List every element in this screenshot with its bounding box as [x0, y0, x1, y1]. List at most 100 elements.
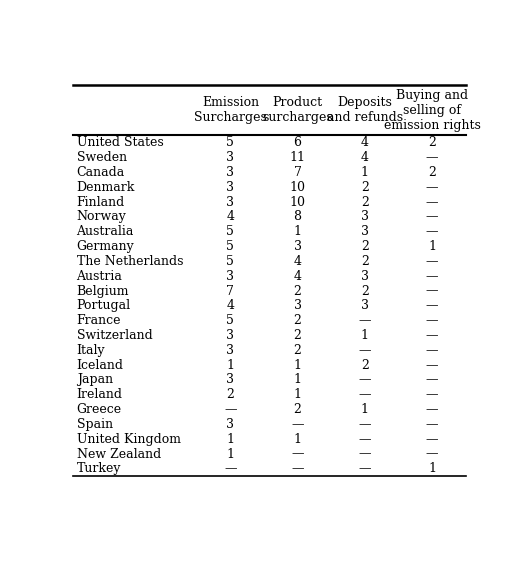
Text: 3: 3	[361, 211, 369, 224]
Text: —: —	[426, 448, 438, 461]
Text: —: —	[359, 433, 371, 446]
Text: 3: 3	[227, 329, 234, 342]
Text: New Zealand: New Zealand	[77, 448, 161, 461]
Text: —: —	[426, 299, 438, 312]
Text: —: —	[224, 403, 236, 416]
Text: —: —	[359, 314, 371, 327]
Text: 2: 2	[428, 166, 436, 179]
Text: 2: 2	[361, 285, 369, 298]
Text: 1: 1	[361, 329, 369, 342]
Text: 1: 1	[293, 374, 302, 387]
Text: —: —	[359, 374, 371, 387]
Text: 1: 1	[428, 462, 436, 475]
Text: Finland: Finland	[77, 196, 125, 209]
Text: United States: United States	[77, 136, 163, 149]
Text: 2: 2	[361, 359, 369, 372]
Text: 7: 7	[227, 285, 234, 298]
Text: Switzerland: Switzerland	[77, 329, 152, 342]
Text: 4: 4	[227, 211, 234, 224]
Text: 5: 5	[227, 255, 234, 268]
Text: 5: 5	[227, 314, 234, 327]
Text: Spain: Spain	[77, 418, 113, 431]
Text: —: —	[426, 403, 438, 416]
Text: 1: 1	[293, 388, 302, 401]
Text: Germany: Germany	[77, 240, 134, 253]
Text: 3: 3	[227, 344, 234, 357]
Text: 2: 2	[428, 136, 436, 149]
Text: —: —	[291, 448, 304, 461]
Text: Belgium: Belgium	[77, 285, 129, 298]
Text: Buying and
selling of
emission rights: Buying and selling of emission rights	[384, 89, 481, 132]
Text: 4: 4	[293, 255, 302, 268]
Text: 1: 1	[293, 225, 302, 238]
Text: Australia: Australia	[77, 225, 134, 238]
Text: Japan: Japan	[77, 374, 113, 387]
Text: 8: 8	[293, 211, 302, 224]
Text: 2: 2	[361, 255, 369, 268]
Text: —: —	[359, 344, 371, 357]
Text: Sweden: Sweden	[77, 151, 127, 164]
Text: —: —	[426, 433, 438, 446]
Text: 2: 2	[294, 314, 302, 327]
Text: Greece: Greece	[77, 403, 122, 416]
Text: —: —	[291, 418, 304, 431]
Text: —: —	[426, 359, 438, 372]
Text: —: —	[426, 344, 438, 357]
Text: —: —	[426, 418, 438, 431]
Text: 3: 3	[293, 299, 302, 312]
Text: —: —	[224, 462, 236, 475]
Text: 2: 2	[361, 240, 369, 253]
Text: 1: 1	[293, 433, 302, 446]
Text: 2: 2	[361, 181, 369, 194]
Text: Turkey: Turkey	[77, 462, 121, 475]
Text: 3: 3	[361, 299, 369, 312]
Text: 1: 1	[227, 448, 234, 461]
Text: Canada: Canada	[77, 166, 125, 179]
Text: —: —	[426, 181, 438, 194]
Text: 10: 10	[290, 181, 305, 194]
Text: Emission
Surcharges: Emission Surcharges	[194, 96, 267, 125]
Text: 7: 7	[294, 166, 302, 179]
Text: —: —	[359, 388, 371, 401]
Text: 11: 11	[290, 151, 305, 164]
Text: —: —	[426, 211, 438, 224]
Text: —: —	[426, 196, 438, 209]
Text: 2: 2	[294, 344, 302, 357]
Text: Deposits
and refunds: Deposits and refunds	[327, 96, 403, 125]
Text: 1: 1	[361, 403, 369, 416]
Text: Denmark: Denmark	[77, 181, 135, 194]
Text: 10: 10	[290, 196, 305, 209]
Text: Product
surcharges: Product surcharges	[262, 96, 333, 125]
Text: 5: 5	[227, 136, 234, 149]
Text: 1: 1	[361, 166, 369, 179]
Text: 3: 3	[227, 151, 234, 164]
Text: 3: 3	[361, 225, 369, 238]
Text: —: —	[426, 225, 438, 238]
Text: Portugal: Portugal	[77, 299, 130, 312]
Text: —: —	[426, 255, 438, 268]
Text: 3: 3	[227, 418, 234, 431]
Text: —: —	[359, 462, 371, 475]
Text: 5: 5	[227, 225, 234, 238]
Text: —: —	[426, 285, 438, 298]
Text: 1: 1	[227, 433, 234, 446]
Text: 3: 3	[227, 270, 234, 283]
Text: —: —	[426, 374, 438, 387]
Text: Norway: Norway	[77, 211, 126, 224]
Text: 3: 3	[227, 196, 234, 209]
Text: France: France	[77, 314, 121, 327]
Text: 1: 1	[293, 359, 302, 372]
Text: 1: 1	[227, 359, 234, 372]
Text: —: —	[426, 329, 438, 342]
Text: 4: 4	[293, 270, 302, 283]
Text: 5: 5	[227, 240, 234, 253]
Text: 2: 2	[294, 403, 302, 416]
Text: The Netherlands: The Netherlands	[77, 255, 183, 268]
Text: 2: 2	[227, 388, 234, 401]
Text: Italy: Italy	[77, 344, 105, 357]
Text: 3: 3	[227, 374, 234, 387]
Text: Iceland: Iceland	[77, 359, 124, 372]
Text: —: —	[359, 418, 371, 431]
Text: —: —	[426, 388, 438, 401]
Text: Austria: Austria	[77, 270, 123, 283]
